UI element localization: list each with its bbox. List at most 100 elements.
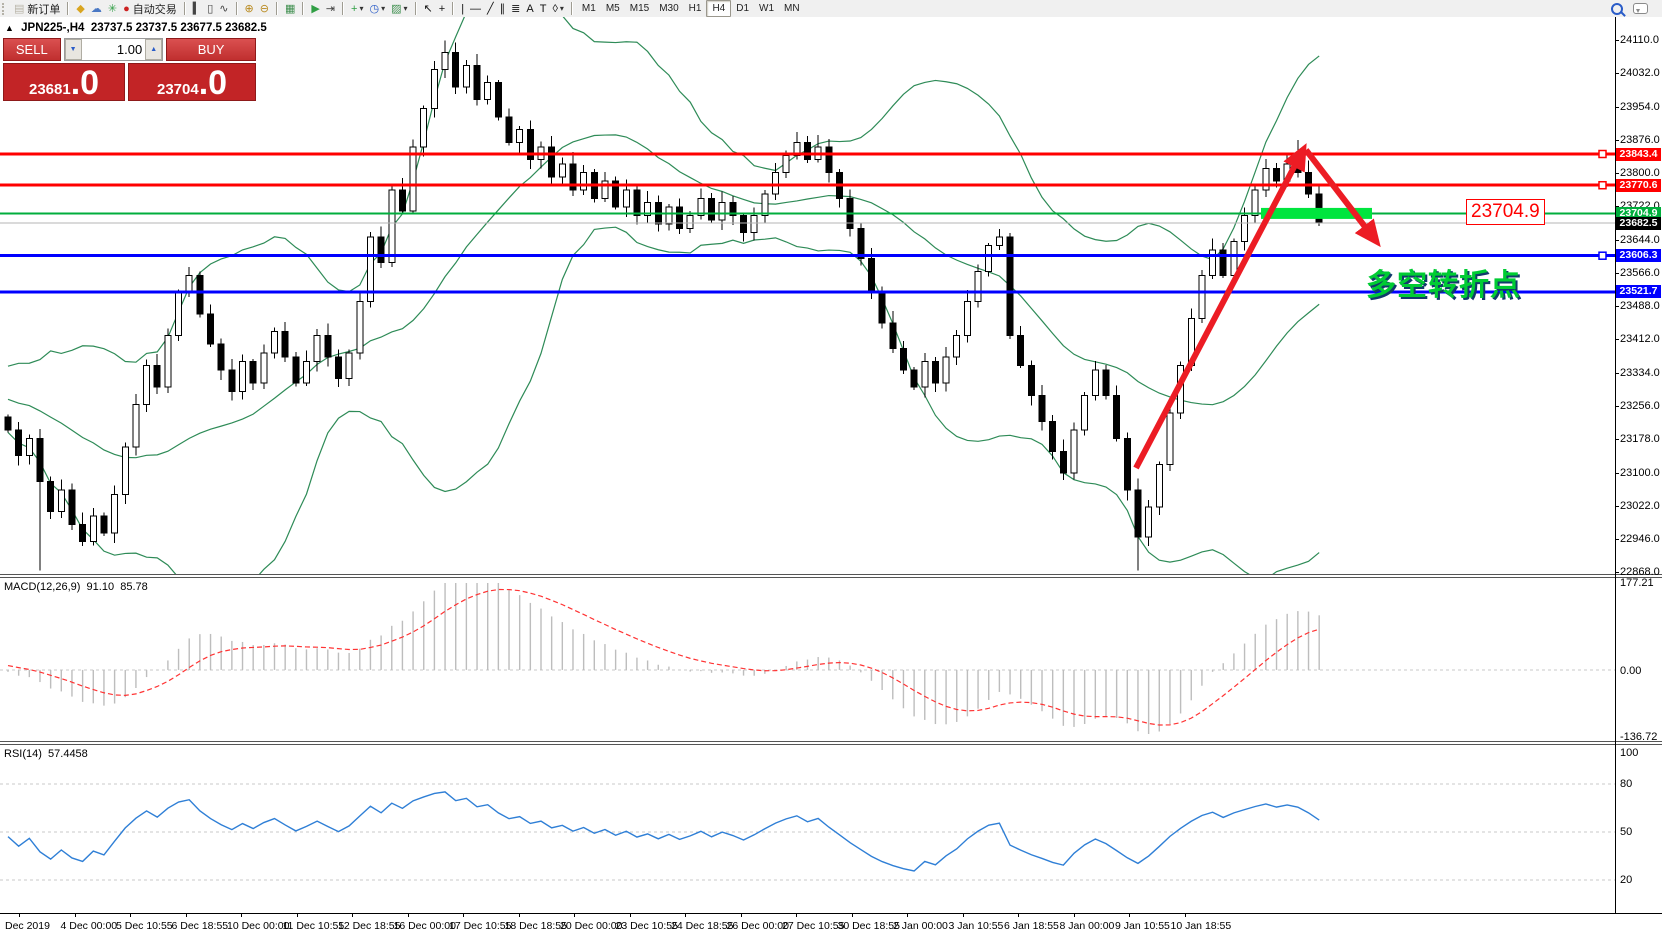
periods-icon[interactable]: ◷ ▾ [366, 1, 388, 17]
autotrading-button: ● [123, 2, 130, 15]
auto-scroll-icon[interactable]: ▶ [308, 1, 322, 17]
fibonacci-icon[interactable]: ≣ [508, 1, 523, 17]
time-tick-mark [574, 914, 575, 917]
time-tick-label: 6 Dec 18:55 [171, 920, 229, 932]
timeframe-button-h4[interactable]: H4 [706, 0, 732, 17]
price-tick-mark [1615, 506, 1619, 508]
toolbar-separator [302, 2, 305, 15]
timeframe-button-d1[interactable]: D1 [736, 3, 750, 14]
ohlc-open: 23737.5 [90, 22, 133, 34]
templates-icon[interactable]: ▨ ▾ [388, 1, 410, 17]
time-tick-mark [518, 914, 520, 917]
price-tick-label: 22868.0 [1620, 566, 1660, 579]
rsi-level-label: 50 [1620, 826, 1633, 838]
new-order-button[interactable]: ▤ 新订单 [11, 1, 63, 17]
cursor-icon[interactable]: ↖ [421, 1, 436, 17]
timeframe-button-h1[interactable]: H1 [688, 3, 702, 14]
volume-value[interactable]: 1.00 [116, 42, 143, 57]
macd-readout: MACD(12,26,9) 91.10 85.78 [4, 581, 148, 593]
text-label-icon[interactable]: T [537, 1, 550, 17]
buy-price-frac: .0 [198, 64, 228, 102]
volume-decrease-button[interactable]: ▼ [64, 39, 82, 60]
price-tick-label: 23566.0 [1620, 266, 1660, 279]
time-tick-label: 9 Jan 10:55 [1115, 920, 1170, 932]
macd-panel[interactable] [0, 578, 1615, 741]
toolbar-separator [183, 2, 186, 15]
candlestick-chart-icon[interactable]: ▯ [204, 1, 216, 17]
timeframe-button-w1[interactable]: W1 [759, 3, 775, 14]
time-tick-mark [241, 914, 242, 917]
symbol-ohlc-readout: ▲ JPN225-,H4 23737.5 23737.5 23677.5 236… [5, 22, 267, 34]
rsi-top-label: 100 [1620, 747, 1639, 759]
timeframe-button-m5[interactable]: M5 [605, 3, 620, 14]
indicators-icon[interactable]: + ▾ [348, 1, 366, 17]
time-tick-label: 10 Jan 18:55 [1170, 920, 1232, 932]
line-chart-icon[interactable]: ∿ [216, 1, 231, 17]
rsi-level-label: 20 [1620, 874, 1633, 886]
zoom-out-icon[interactable]: ⊖ [257, 1, 272, 17]
toolbar-separator [235, 2, 238, 15]
chart-shift-icon[interactable]: ⇥ [323, 1, 338, 17]
shapes-icon[interactable]: ◊ ▾ [549, 1, 566, 17]
time-tick-label: 17 Dec 10:55 [449, 920, 512, 932]
main-chart[interactable] [0, 17, 1615, 574]
price-tick-label: 23178.0 [1620, 433, 1660, 446]
chart-shift-icon: ⇥ [325, 2, 336, 15]
price-tick-label: 23800.0 [1620, 166, 1660, 179]
macd-min-label: -136.72 [1620, 731, 1658, 743]
text-label-icon: T [539, 2, 547, 15]
price-tick-label: 23256.0 [1620, 399, 1660, 412]
turning-point-text[interactable]: 多空转折点 [1366, 269, 1521, 302]
channel-icon[interactable]: ∥ [497, 1, 509, 17]
market-icon[interactable]: ☁ [88, 1, 105, 17]
crosshair-icon[interactable]: + [436, 1, 448, 17]
time-axis[interactable]: Dec 2019 4 Dec 00:00 5 Dec 10:55 6 Dec 18:5… [0, 913, 1662, 940]
rsi-panel[interactable] [0, 745, 1615, 913]
timeframe-button-mn[interactable]: MN [784, 3, 800, 14]
fibonacci-icon: ≣ [511, 2, 521, 15]
time-tick-mark [685, 914, 686, 917]
volume-increase-button[interactable]: ▲ [145, 39, 163, 60]
sell-button[interactable]: SELL [3, 38, 61, 61]
bar-chart-icon[interactable]: ▍ [190, 1, 204, 17]
indicators-icon: + [351, 2, 358, 15]
vertical-line-icon[interactable]: | [458, 1, 467, 17]
zoom-in-icon[interactable]: ⊕ [242, 1, 257, 17]
periods-icon: ◷ [369, 2, 380, 15]
time-tick-mark [1073, 914, 1075, 917]
price-tick-mark [1615, 239, 1619, 241]
sell-price-button[interactable]: 23681 .0 [3, 63, 126, 101]
price-tick-label: 23022.0 [1620, 500, 1660, 513]
buy-price-button[interactable]: 23704 .0 [128, 63, 256, 101]
text-icon[interactable]: A [523, 1, 536, 17]
time-tick-label: 12 Dec 18:55 [338, 920, 401, 932]
time-tick-label: 4 Dec 00:00 [60, 920, 118, 932]
time-tick-mark [629, 914, 631, 917]
price-tick-label: 24032.0 [1620, 67, 1660, 80]
metaeditor-icon[interactable]: ◆ [73, 1, 87, 17]
horizontal-line-icon[interactable]: — [467, 1, 484, 17]
tile-windows-icon[interactable]: ▦ [282, 1, 298, 17]
search-icon[interactable] [1611, 2, 1623, 15]
panel-separator[interactable] [0, 741, 1662, 745]
price-tick-mark [1615, 572, 1619, 574]
panel-separator[interactable] [0, 574, 1662, 578]
toolbar-separator [414, 2, 417, 15]
autotrading-button[interactable]: ● 自动交易 [120, 1, 180, 17]
volume-stepper[interactable]: ▼ 1.00 ▲ [63, 38, 164, 61]
buy-button[interactable]: BUY [166, 38, 256, 61]
trendline-icon[interactable]: ╱ [484, 1, 497, 17]
signals-icon[interactable]: ✳ [105, 1, 120, 17]
timeframe-button-m30[interactable]: M30 [659, 3, 679, 14]
timeframe-button-m1[interactable]: M1 [581, 3, 596, 14]
toolbar-separator [452, 2, 455, 15]
chat-icon[interactable] [1633, 3, 1648, 14]
time-tick-mark [1129, 914, 1130, 917]
timeframe-button-m15[interactable]: M15 [629, 3, 650, 14]
chevron-down-icon: ▾ [359, 4, 364, 13]
macd-name: MACD(12,26,9) [4, 581, 81, 593]
price-tick-mark [1615, 172, 1619, 174]
price-callout-label[interactable]: 23704.9 [1466, 199, 1545, 225]
price-tick-label: 23488.0 [1620, 300, 1660, 313]
zoom-out-icon: ⊖ [259, 2, 269, 15]
